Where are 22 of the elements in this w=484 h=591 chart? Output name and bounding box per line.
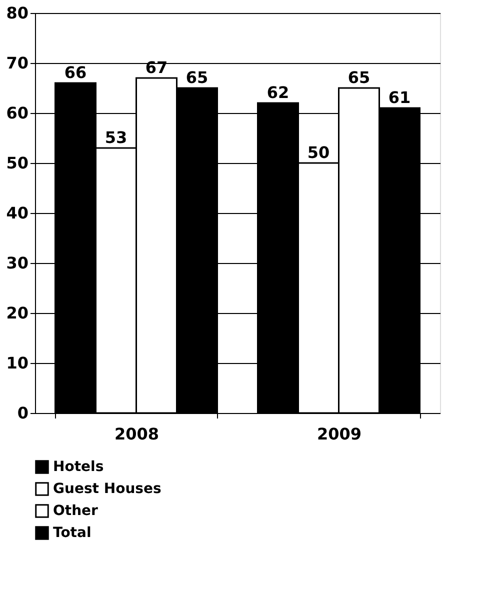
y-tick-label: 0 <box>17 404 28 422</box>
data-label: 66 <box>64 63 87 82</box>
data-label: 62 <box>266 83 290 102</box>
legend-label: Other <box>53 503 98 519</box>
y-tick-label: 60 <box>6 104 28 122</box>
y-tick-label: 20 <box>6 304 28 322</box>
data-label: 65 <box>186 68 208 87</box>
y-tick-label: 10 <box>6 354 28 372</box>
x-tick-label: 2008 <box>114 424 160 444</box>
data-label: 61 <box>388 88 411 107</box>
y-tick-label: 40 <box>6 204 28 222</box>
x-tick-label: 2009 <box>316 424 362 444</box>
legend-label: Total <box>53 525 92 541</box>
y-tick-label: 80 <box>6 4 28 22</box>
data-label: 53 <box>104 128 128 147</box>
y-tick-label: 50 <box>6 154 28 172</box>
y-tick-label: 30 <box>6 254 28 272</box>
legend-label: Hotels <box>53 459 104 475</box>
y-tick-label: 70 <box>6 54 28 72</box>
data-label: 50 <box>307 143 330 162</box>
legend-label: Guest Houses <box>53 481 162 497</box>
data-label: 65 <box>348 68 370 87</box>
